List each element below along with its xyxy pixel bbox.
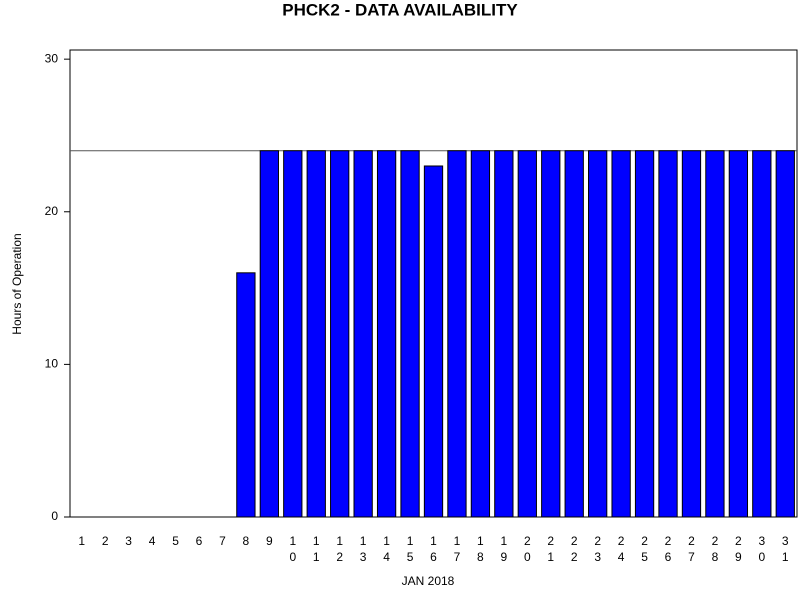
bar <box>236 272 256 518</box>
bar <box>564 150 584 518</box>
bar <box>775 150 795 518</box>
chart-title: PHCK2 - DATA AVAILABILITY <box>282 0 518 19</box>
bar <box>306 150 326 518</box>
y-tick-label: 30 <box>45 51 59 65</box>
x-axis-label: JAN 2018 <box>402 574 455 588</box>
bar <box>353 150 373 518</box>
bar <box>283 150 303 518</box>
bar <box>470 150 491 518</box>
x-tick-label: 1 <box>78 534 85 548</box>
bar <box>330 150 350 518</box>
x-tick-label: 6 <box>196 534 203 548</box>
x-tick-label: 7 <box>219 534 226 548</box>
y-tick-label: 10 <box>45 357 59 371</box>
bar <box>752 150 772 518</box>
x-tick-label: 5 <box>172 534 179 548</box>
bar <box>705 150 725 518</box>
bar <box>658 150 678 518</box>
bar <box>517 150 537 518</box>
bar <box>541 150 561 518</box>
bar <box>259 150 279 518</box>
bar <box>634 150 655 518</box>
bar <box>611 150 631 518</box>
x-tick-label: 2 <box>102 534 109 548</box>
bar <box>728 150 749 518</box>
x-tick-label: 8 <box>243 534 250 548</box>
y-tick-label: 20 <box>45 204 59 218</box>
y-axis-label: Hours of Operation <box>10 233 24 334</box>
bar <box>400 150 420 518</box>
bar <box>681 150 702 518</box>
x-tick-label: 9 <box>266 534 273 548</box>
bar <box>494 150 514 518</box>
bar <box>423 165 444 518</box>
bar <box>447 150 467 518</box>
y-tick-label: 0 <box>51 509 58 523</box>
bar <box>376 150 397 518</box>
x-tick-label: 3 <box>125 534 132 548</box>
x-tick-label: 4 <box>149 534 156 548</box>
bar <box>588 150 608 518</box>
